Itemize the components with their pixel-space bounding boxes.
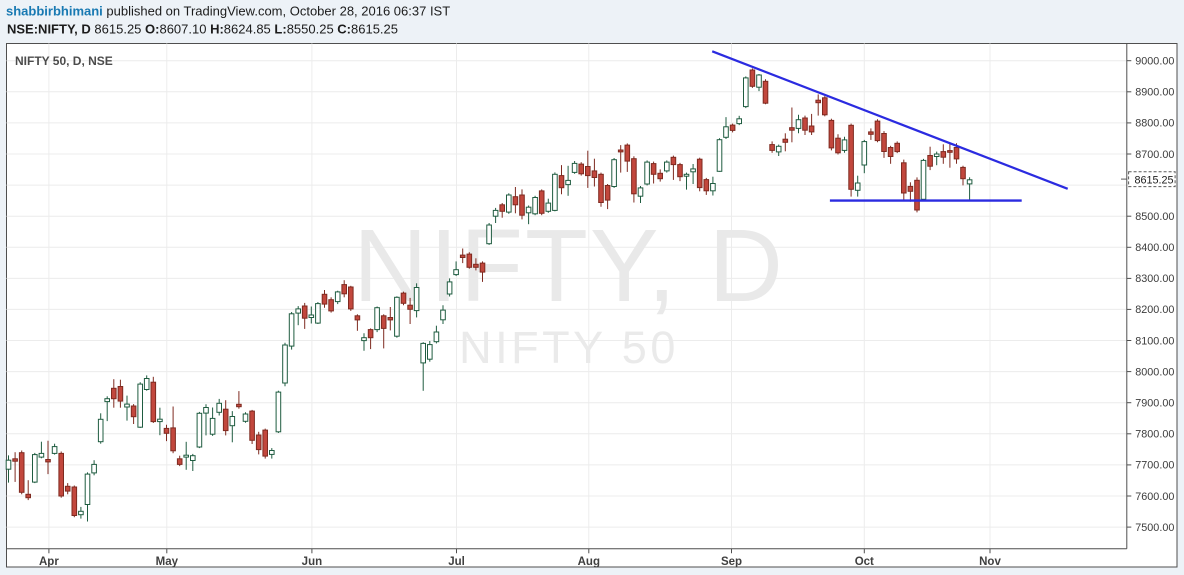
svg-text:8200.00: 8200.00: [1135, 304, 1174, 316]
svg-text:Jun: Jun: [302, 556, 322, 568]
svg-text:Sep: Sep: [721, 556, 742, 568]
svg-text:shabbirbhimani published on Tr: shabbirbhimani published on TradingView.…: [6, 4, 450, 19]
svg-text:7500.00: 7500.00: [1135, 522, 1174, 534]
svg-text:8700.00: 8700.00: [1135, 149, 1174, 161]
svg-text:NSE:NIFTY, D 8615.25 O:8607.1: NSE:NIFTY, D 8615.25 O:8607.10 H:8624.85…: [7, 22, 398, 37]
svg-text:7900.00: 7900.00: [1135, 398, 1174, 410]
svg-text:Jul: Jul: [448, 556, 465, 568]
svg-text:Apr: Apr: [39, 556, 59, 568]
svg-text:7700.00: 7700.00: [1135, 460, 1174, 472]
svg-text:8100.00: 8100.00: [1135, 335, 1174, 347]
svg-text:Aug: Aug: [578, 556, 600, 568]
svg-text:NIFTY 50, D, NSE: NIFTY 50, D, NSE: [15, 54, 113, 68]
svg-text:8500.00: 8500.00: [1135, 211, 1174, 223]
svg-text:Nov: Nov: [979, 556, 1001, 568]
svg-text:8900.00: 8900.00: [1135, 87, 1174, 99]
svg-text:NIFTY, D: NIFTY, D: [353, 208, 785, 323]
svg-text:NIFTY 50: NIFTY 50: [459, 322, 679, 373]
svg-text:9000.00: 9000.00: [1135, 56, 1174, 68]
svg-text:8400.00: 8400.00: [1135, 242, 1174, 254]
svg-text:8000.00: 8000.00: [1135, 366, 1174, 378]
svg-text:7800.00: 7800.00: [1135, 429, 1174, 441]
svg-text:8300.00: 8300.00: [1135, 273, 1174, 285]
svg-text:7600.00: 7600.00: [1135, 491, 1174, 503]
svg-text:8800.00: 8800.00: [1135, 118, 1174, 130]
svg-text:Oct: Oct: [855, 556, 874, 568]
svg-text:8615.25: 8615.25: [1135, 174, 1174, 186]
svg-text:May: May: [156, 556, 179, 568]
